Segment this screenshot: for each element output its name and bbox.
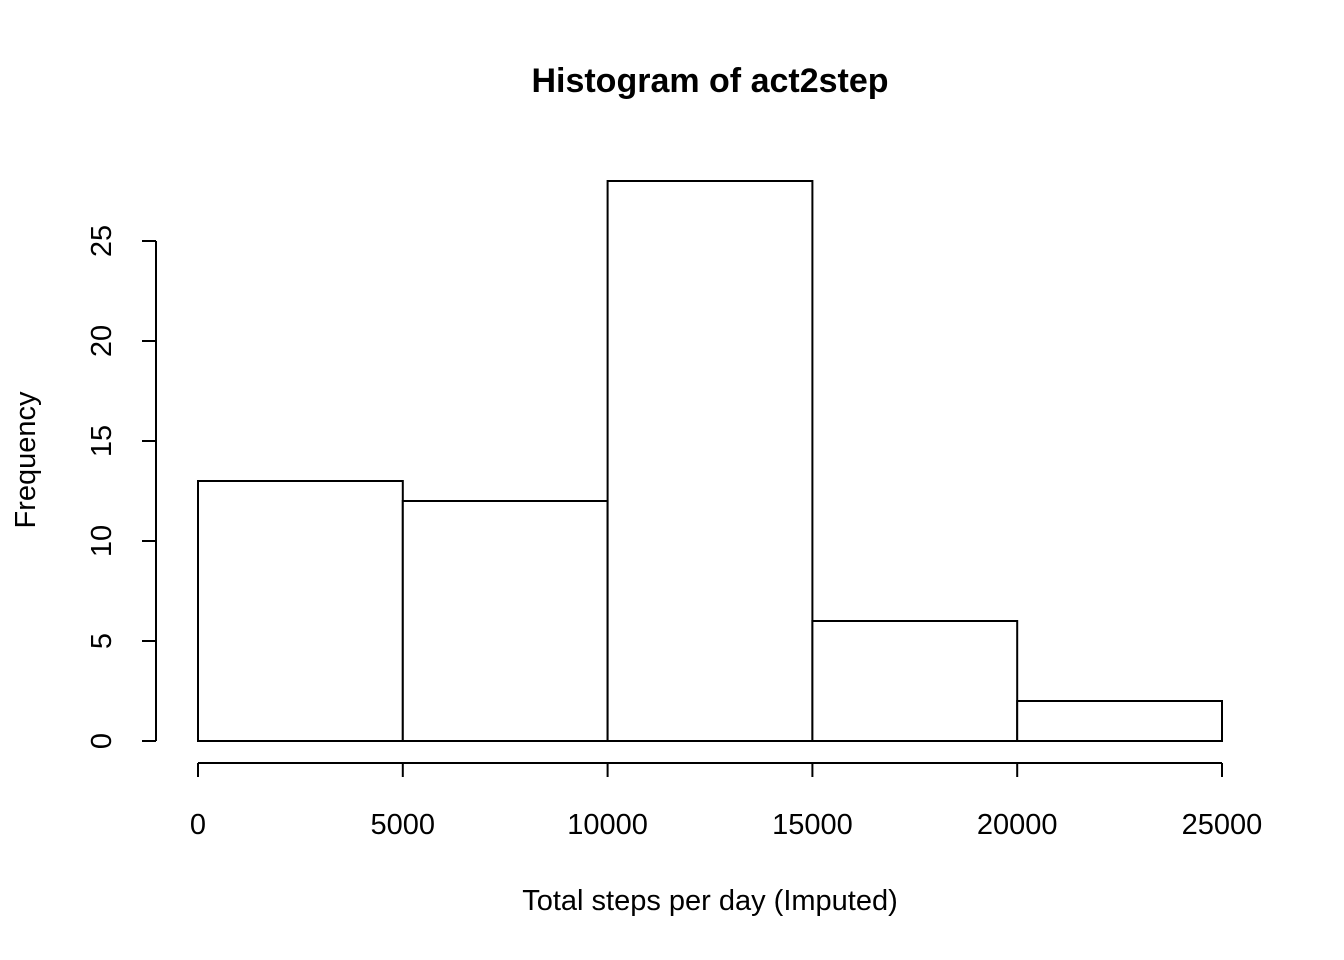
y-tick-label: 15 bbox=[86, 425, 118, 457]
y-tick-label: 25 bbox=[86, 225, 118, 257]
histogram-bar bbox=[606, 180, 814, 742]
y-axis-label: Frequency bbox=[10, 391, 42, 529]
y-axis: 0 5 10 15 20 25 bbox=[86, 225, 157, 749]
y-tick-label: 20 bbox=[86, 325, 118, 357]
histogram-bar bbox=[401, 500, 609, 742]
bars-group bbox=[197, 180, 1224, 742]
histogram-bar bbox=[1016, 700, 1224, 742]
x-tick-label: 5000 bbox=[371, 809, 436, 841]
y-tick-label: 10 bbox=[86, 525, 118, 557]
x-axis-label: Total steps per day (Imputed) bbox=[522, 885, 898, 917]
histogram-bar bbox=[811, 620, 1019, 742]
x-tick-label: 0 bbox=[190, 809, 206, 841]
x-tick-label: 15000 bbox=[772, 809, 853, 841]
x-tick-label: 20000 bbox=[977, 809, 1058, 841]
y-tick-label: 5 bbox=[86, 633, 118, 649]
histogram-bar bbox=[197, 480, 404, 742]
x-axis: 0 5000 10000 15000 20000 25000 bbox=[190, 762, 1263, 841]
y-tick-label: 0 bbox=[86, 733, 118, 749]
x-tick-label: 25000 bbox=[1182, 809, 1263, 841]
chart-title: Histogram of act2step bbox=[531, 62, 888, 100]
x-tick-label: 10000 bbox=[567, 809, 648, 841]
